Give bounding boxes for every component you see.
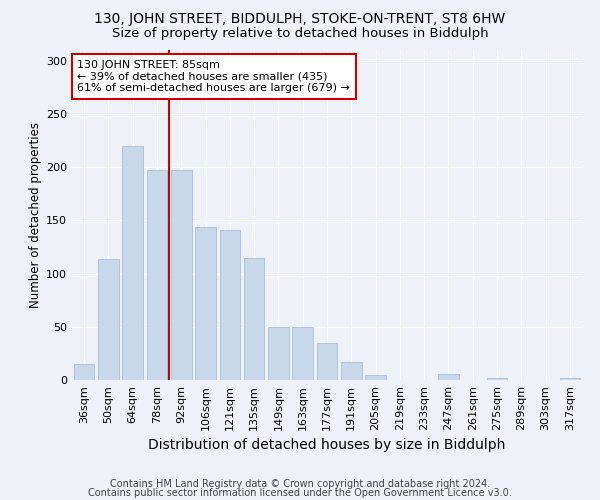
Y-axis label: Number of detached properties: Number of detached properties [29,122,42,308]
Bar [171,170,191,380]
Text: Size of property relative to detached houses in Biddulph: Size of property relative to detached ho… [112,28,488,40]
Bar [268,327,289,380]
Bar [438,374,459,380]
Text: 130, JOHN STREET, BIDDULPH, STOKE-ON-TRENT, ST8 6HW: 130, JOHN STREET, BIDDULPH, STOKE-ON-TRE… [94,12,506,26]
Bar [195,226,216,380]
Bar [98,258,119,380]
X-axis label: Distribution of detached houses by size in Biddulph: Distribution of detached houses by size … [148,438,506,452]
Bar [220,230,240,380]
Text: 130 JOHN STREET: 85sqm
← 39% of detached houses are smaller (435)
61% of semi-de: 130 JOHN STREET: 85sqm ← 39% of detached… [77,60,350,93]
Bar [487,378,508,380]
Bar [146,170,167,380]
Bar [122,146,143,380]
Bar [244,258,265,380]
Bar [560,378,580,380]
Text: Contains public sector information licensed under the Open Government Licence v3: Contains public sector information licen… [88,488,512,498]
Bar [365,374,386,380]
Bar [341,362,362,380]
Bar [292,327,313,380]
Bar [74,364,94,380]
Text: Contains HM Land Registry data © Crown copyright and database right 2024.: Contains HM Land Registry data © Crown c… [110,479,490,489]
Bar [317,342,337,380]
